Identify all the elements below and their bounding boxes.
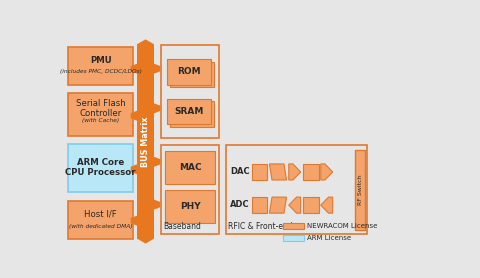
Bar: [167, 99, 211, 124]
Bar: [167, 59, 211, 85]
Bar: [68, 201, 133, 239]
Text: PMU: PMU: [90, 56, 111, 64]
Text: SRAM: SRAM: [174, 107, 204, 116]
Polygon shape: [154, 200, 160, 210]
Text: RF Switch: RF Switch: [358, 174, 363, 205]
Text: (includes PMC, DCDC/LDOs): (includes PMC, DCDC/LDOs): [60, 70, 142, 75]
Text: ADC: ADC: [230, 200, 250, 209]
Bar: [283, 223, 304, 229]
Bar: [68, 47, 133, 85]
Bar: [170, 101, 214, 127]
Polygon shape: [137, 239, 154, 244]
Bar: [165, 151, 215, 184]
Bar: [68, 93, 133, 136]
Text: ROM: ROM: [177, 67, 201, 76]
Bar: [161, 145, 219, 234]
Text: Serial Flash
Controller: Serial Flash Controller: [76, 99, 126, 118]
Polygon shape: [321, 197, 333, 213]
Text: ARM License: ARM License: [307, 235, 351, 241]
Text: DAC: DAC: [230, 167, 250, 176]
Polygon shape: [154, 64, 160, 74]
Text: ARM Core
CPU Processor: ARM Core CPU Processor: [65, 158, 136, 177]
Polygon shape: [131, 111, 137, 121]
Bar: [170, 62, 214, 87]
Bar: [165, 190, 215, 223]
Polygon shape: [154, 103, 160, 113]
Text: (with Cache): (with Cache): [82, 118, 120, 123]
Text: BUS Matrix: BUS Matrix: [141, 116, 150, 167]
Bar: [137, 44, 154, 239]
Text: RFIC & Front-end: RFIC & Front-end: [228, 222, 292, 231]
Text: PHY: PHY: [180, 202, 200, 211]
Polygon shape: [131, 64, 137, 74]
Text: Baseband: Baseband: [163, 222, 201, 231]
Bar: [303, 164, 319, 180]
Text: NEWRACOM License: NEWRACOM License: [307, 223, 378, 229]
Text: MAC: MAC: [179, 163, 201, 172]
Bar: [252, 164, 267, 180]
Polygon shape: [269, 197, 287, 213]
Bar: [303, 197, 319, 213]
Polygon shape: [269, 164, 287, 180]
Polygon shape: [154, 157, 160, 167]
Polygon shape: [137, 39, 154, 44]
Bar: [355, 150, 365, 230]
Polygon shape: [289, 197, 300, 213]
Bar: [283, 235, 304, 241]
Bar: [161, 45, 219, 138]
Text: (with dedicated DMA): (with dedicated DMA): [69, 224, 132, 229]
Text: Host I/F: Host I/F: [84, 210, 117, 219]
Polygon shape: [131, 164, 137, 174]
Bar: [226, 145, 367, 234]
Polygon shape: [289, 164, 300, 180]
Bar: [68, 144, 133, 192]
Bar: [252, 197, 267, 213]
Polygon shape: [321, 164, 333, 180]
Polygon shape: [131, 215, 137, 226]
